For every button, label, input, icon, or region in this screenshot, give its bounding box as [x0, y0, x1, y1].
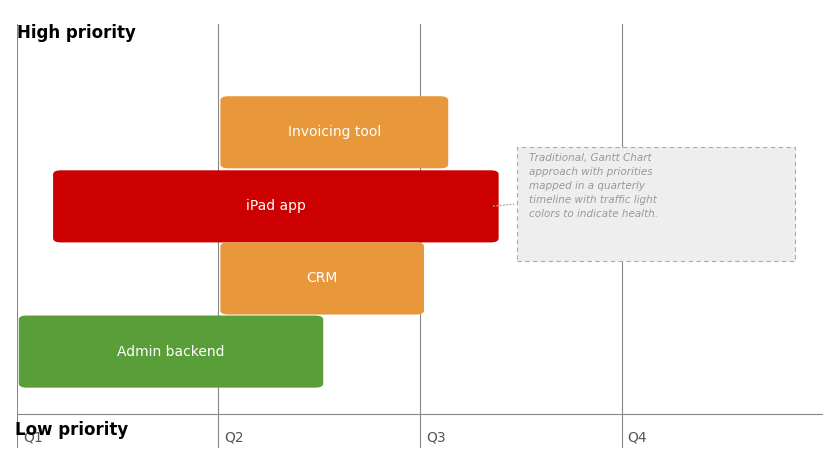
Text: CRM: CRM [307, 271, 338, 286]
Text: Invoicing tool: Invoicing tool [287, 125, 381, 139]
Text: Low priority: Low priority [15, 421, 128, 438]
Text: Q2: Q2 [224, 430, 244, 445]
FancyBboxPatch shape [220, 243, 424, 314]
FancyBboxPatch shape [220, 96, 449, 169]
FancyBboxPatch shape [53, 170, 499, 243]
FancyBboxPatch shape [517, 147, 795, 261]
Text: Q3: Q3 [426, 430, 446, 445]
Text: High priority: High priority [17, 24, 136, 42]
FancyBboxPatch shape [18, 315, 323, 388]
Text: Admin backend: Admin backend [118, 345, 225, 359]
Text: Traditional, Gantt Chart
approach with priorities
mapped in a quarterly
timeline: Traditional, Gantt Chart approach with p… [529, 153, 658, 219]
Text: iPad app: iPad app [246, 199, 306, 213]
Text: Q4: Q4 [627, 430, 648, 445]
Text: Q1: Q1 [23, 430, 43, 445]
